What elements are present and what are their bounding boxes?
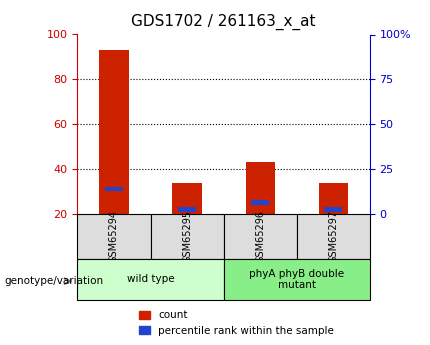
Legend: count, percentile rank within the sample: count, percentile rank within the sample (135, 306, 338, 340)
Bar (172, 183, 202, 214)
Text: GSM65296: GSM65296 (255, 210, 265, 263)
Bar (105, 187, 123, 191)
Bar (325, 207, 342, 211)
Text: GSM65294: GSM65294 (109, 210, 119, 263)
Text: wild type: wild type (127, 275, 174, 284)
FancyBboxPatch shape (224, 214, 297, 259)
Bar (252, 200, 269, 205)
Bar (246, 162, 275, 214)
Text: GSM65295: GSM65295 (182, 210, 192, 263)
FancyBboxPatch shape (77, 214, 150, 259)
Text: genotype/variation: genotype/variation (4, 276, 104, 286)
Bar (319, 183, 348, 214)
Bar (178, 207, 196, 211)
FancyBboxPatch shape (297, 214, 370, 259)
Bar (99, 50, 129, 214)
FancyBboxPatch shape (224, 259, 370, 300)
Text: GSM65297: GSM65297 (328, 210, 338, 263)
Text: phyA phyB double
mutant: phyA phyB double mutant (249, 269, 344, 290)
FancyBboxPatch shape (77, 259, 224, 300)
FancyBboxPatch shape (150, 214, 224, 259)
Title: GDS1702 / 261163_x_at: GDS1702 / 261163_x_at (131, 14, 316, 30)
